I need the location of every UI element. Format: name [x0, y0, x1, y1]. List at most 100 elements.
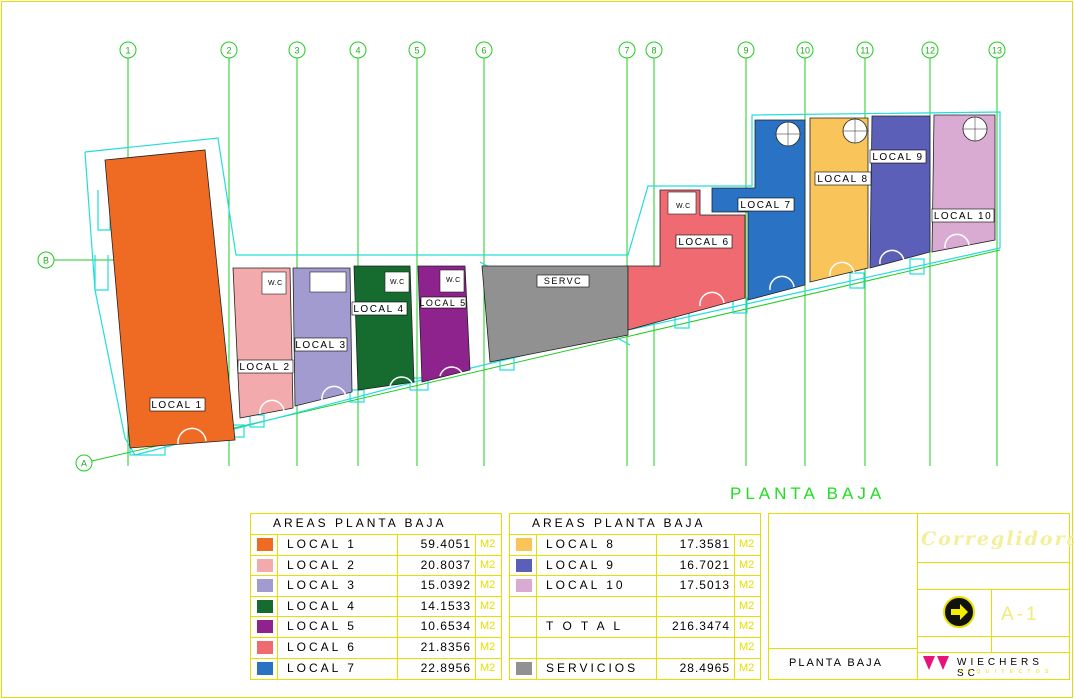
area-row: LOCAL 9 16.7021 M2 — [510, 554, 760, 576]
door-swings — [177, 233, 970, 445]
color-swatch — [257, 558, 273, 572]
label-local-9-text: LOCAL 9 — [872, 152, 923, 163]
wc-local-5 — [439, 269, 465, 293]
label-local-8: LOCAL 8 — [814, 171, 872, 186]
area-unit: M2 — [739, 641, 755, 653]
area-row: SERVICIOS 28.4965 M2 — [510, 657, 760, 679]
color-swatch — [516, 558, 532, 572]
area-unit: M2 — [739, 579, 755, 592]
area-unit: M2 — [739, 620, 755, 633]
local-9-area — [869, 115, 931, 269]
area-value: 16.7021 — [679, 557, 730, 572]
label-local-6: LOCAL 6 — [675, 234, 733, 249]
services-area — [481, 265, 629, 363]
area-value: 216.3474 — [671, 619, 730, 634]
area-row: LOCAL 8 17.3581 M2 — [510, 534, 760, 555]
label-local-1: LOCAL 1 — [149, 397, 206, 412]
area-unit: M2 — [739, 558, 755, 571]
grid-column-9: 9 — [737, 41, 755, 466]
label-services: SERVC — [536, 274, 590, 288]
local-8-area — [809, 117, 869, 283]
wc-label-1: W.C — [268, 280, 283, 287]
area-value: 20.8037 — [420, 557, 471, 572]
area-value: 28.4965 — [679, 660, 730, 675]
label-local-5-text: LOCAL 5 — [419, 298, 466, 308]
area-row: LOCAL 5 10.6534 M2 — [251, 616, 501, 638]
label-local-10-text: LOCAL 10 — [934, 211, 992, 222]
label-local-5: LOCAL 5 — [419, 296, 467, 309]
table-header-row: AREAS PLANTA BAJA — [251, 514, 501, 534]
grid-column-label: 1 — [125, 46, 130, 56]
grid-column-label: 10 — [800, 46, 810, 56]
label-services-text: SERVC — [544, 276, 582, 286]
area-label: LOCAL 9 — [546, 557, 616, 572]
area-value: 17.3581 — [679, 537, 730, 551]
label-local-2-text: LOCAL 2 — [239, 362, 290, 373]
label-local-4-text: LOCAL 4 — [353, 304, 404, 315]
table-header: AREAS PLANTA BAJA — [532, 516, 706, 530]
label-local-6-text: LOCAL 6 — [678, 237, 729, 248]
label-local-8-text: LOCAL 8 — [817, 174, 868, 185]
grid-column-7: 7 — [618, 41, 636, 466]
local-2-area — [232, 267, 294, 419]
area-label: LOCAL 3 — [287, 578, 357, 593]
local-5-area — [417, 265, 471, 383]
area-row: M2 — [510, 595, 760, 617]
area-value: 10.6534 — [420, 619, 471, 634]
areas-table-right: AREAS PLANTA BAJA LOCAL 8 17.3581 M2 LOCAL … — [509, 513, 761, 680]
area-unit: M2 — [739, 599, 755, 612]
label-local-7-text: LOCAL 7 — [740, 200, 791, 211]
area-value: 14.1533 — [420, 598, 471, 613]
grid-column-6: 6 — [475, 41, 493, 466]
color-swatch — [516, 538, 532, 551]
rooms — [104, 114, 996, 449]
grid-column-label: 9 — [743, 46, 748, 56]
project-logo: Correglidora — [921, 528, 1074, 550]
area-value: 21.8356 — [420, 640, 471, 654]
local-4-area — [353, 265, 415, 391]
color-swatch — [257, 599, 273, 613]
area-row: M2 — [510, 637, 760, 658]
wc-label-4: W.C — [676, 203, 691, 210]
area-row: LOCAL 10 17.5013 M2 — [510, 575, 760, 597]
grid-row-label: A — [81, 459, 87, 469]
area-unit: M2 — [480, 641, 496, 653]
grid-column-label: 3 — [294, 46, 299, 56]
area-row: LOCAL 4 14.1533 M2 — [251, 595, 501, 617]
grid-column-label: 2 — [226, 46, 231, 56]
wc-local-2 — [261, 271, 287, 295]
label-local-4: LOCAL 4 — [351, 301, 408, 316]
area-label: LOCAL 8 — [546, 537, 616, 551]
grid-column-5: 5 — [408, 41, 426, 466]
area-label: LOCAL 7 — [287, 660, 357, 675]
grid-column-label: 12 — [925, 46, 935, 56]
area-row: T O T A L 216.3474 M2 — [510, 616, 760, 638]
sheet-name: PLANTA BAJA — [789, 657, 883, 669]
drawing-title: PLANTA BAJA — [730, 484, 885, 503]
grid-column-label: 13 — [992, 46, 1002, 56]
sheet-number: A-1 — [1001, 604, 1040, 625]
area-unit: M2 — [480, 558, 496, 571]
area-unit: M2 — [480, 538, 496, 550]
area-row: LOCAL 1 59.4051 M2 — [251, 534, 501, 555]
north-arrow-icon — [943, 596, 975, 628]
area-row: LOCAL 6 21.8356 M2 — [251, 637, 501, 658]
wc-local-3 — [309, 271, 347, 293]
room-labels: LOCAL 1 LOCAL 2 LOCAL 3 LOCAL 4 LOCAL 5 … — [149, 149, 995, 412]
grid-column-13: 13 — [988, 41, 1006, 466]
grid-column-label: 4 — [355, 46, 360, 56]
grid-column-label: 7 — [624, 46, 629, 56]
area-unit: M2 — [480, 599, 496, 612]
firm-subtitle: A R Q U I T E C T O S — [959, 669, 1051, 675]
label-local-3: LOCAL 3 — [294, 337, 348, 352]
area-label: LOCAL 2 — [287, 557, 357, 572]
local-6-area — [627, 189, 746, 331]
area-value: 59.4051 — [420, 537, 471, 551]
local-3-area — [292, 267, 353, 407]
label-local-10: LOCAL 10 — [931, 208, 995, 223]
color-swatch — [257, 579, 273, 593]
label-local-1-text: LOCAL 1 — [151, 400, 202, 411]
grid-row-A: A — [75, 249, 1001, 472]
table-header: AREAS PLANTA BAJA — [273, 516, 447, 530]
firm-name: WIECHERS SC — [957, 657, 1043, 679]
